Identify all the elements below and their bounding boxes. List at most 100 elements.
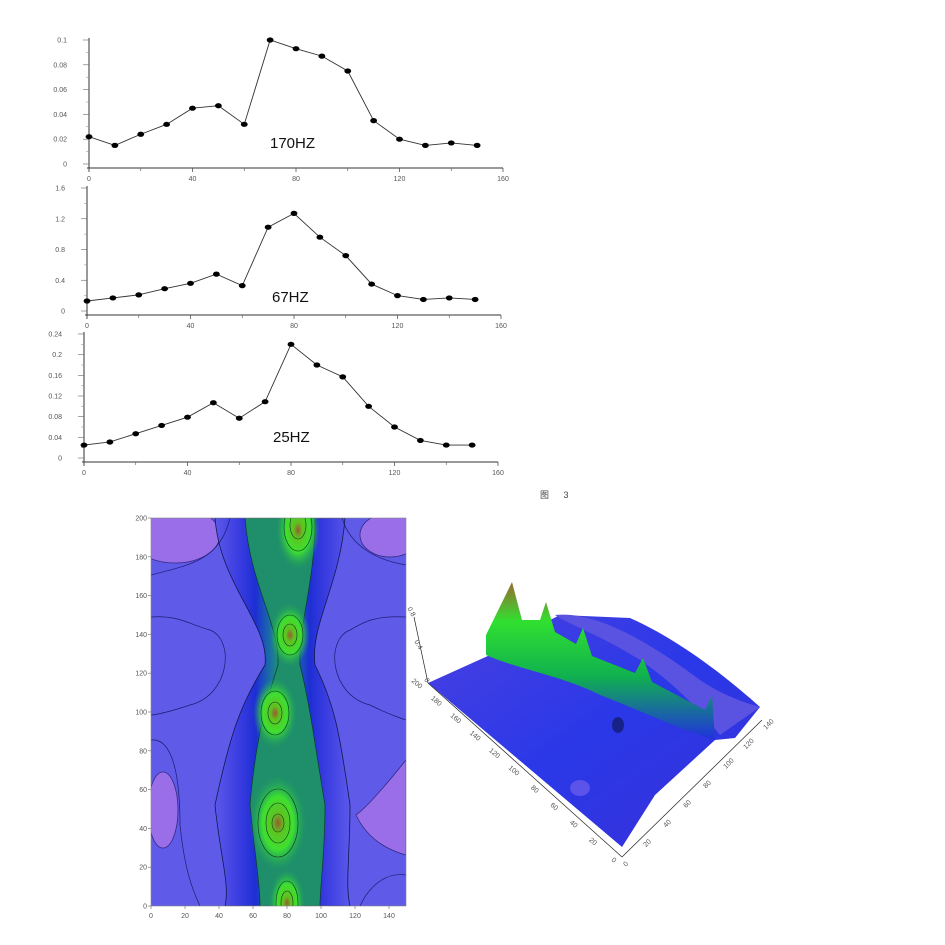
surface-mesh — [428, 582, 760, 847]
data-point — [106, 439, 114, 445]
data-points — [80, 341, 476, 448]
data-point — [137, 131, 145, 137]
y-tick-label: 40 — [139, 826, 147, 833]
y-tick-label: 0.06 — [53, 87, 67, 94]
y-tick-label: 0.04 — [53, 112, 67, 119]
data-line — [86, 212, 476, 302]
data-point — [442, 442, 450, 448]
data-point — [287, 341, 295, 347]
x-tick-label: 120 — [349, 913, 361, 920]
y-tick-label: 0.8 — [55, 247, 65, 254]
x-tick-label: 120 — [394, 176, 406, 183]
data-point — [445, 295, 453, 301]
data-point — [339, 374, 347, 380]
z-tick-label: 0.4 — [412, 639, 423, 651]
x-tick-label: 0 — [610, 857, 618, 865]
x-tick-label: 160 — [495, 323, 507, 330]
x-tick-label: 60 — [249, 913, 257, 920]
y-tick-label: 0.08 — [53, 62, 67, 69]
data-point — [238, 283, 246, 289]
x-axis-ticks: 0 40 80 120 160 — [87, 168, 509, 183]
data-point — [370, 118, 378, 124]
data-point — [391, 424, 398, 430]
y-tick-label: 40 — [662, 819, 673, 830]
data-point — [421, 142, 429, 148]
x-tick-label: 160 — [449, 712, 463, 725]
data-point — [419, 296, 427, 303]
y-tick-label: 140 — [762, 718, 775, 731]
z-tick-label: 0 — [422, 677, 430, 684]
x-tick-label: 80 — [529, 785, 540, 795]
x-tick-label: 0 — [149, 913, 153, 920]
y-tick-label: 100 — [135, 710, 147, 717]
data-point — [161, 286, 169, 292]
y-tick-label: 180 — [135, 554, 147, 561]
data-point — [290, 210, 298, 216]
y-tick-label: 20 — [642, 838, 653, 849]
data-point — [344, 68, 352, 74]
y-tick-label: 0.4 — [55, 278, 65, 285]
y-tick-label: 80 — [139, 748, 147, 755]
x-tick-label: 80 — [290, 323, 298, 330]
surface-z-axis: 0 0.4 0.8 — [405, 606, 430, 684]
x-tick-label: 0 — [82, 470, 86, 477]
x-tick-label: 160 — [492, 470, 504, 477]
x-tick-label: 40 — [189, 176, 197, 183]
data-point — [135, 292, 143, 298]
data-point — [184, 414, 191, 420]
y-tick-label: 0.12 — [48, 394, 62, 401]
data-point — [214, 103, 222, 109]
y-tick-label: 160 — [135, 593, 147, 600]
x-tick-label: 140 — [468, 730, 482, 743]
x-tick-label: 200 — [410, 678, 424, 691]
data-points — [85, 37, 481, 148]
y-tick-label: 0.2 — [52, 352, 62, 359]
y-tick-label: 120 — [742, 738, 755, 751]
x-tick-label: 0 — [85, 323, 89, 330]
data-point — [261, 399, 269, 405]
x-tick-label: 100 — [507, 765, 521, 778]
x-tick-label: 160 — [497, 176, 509, 183]
x-tick-label: 180 — [429, 695, 443, 708]
x-tick-label: 60 — [549, 802, 560, 812]
data-point — [365, 403, 373, 409]
x-tick-label: 20 — [181, 913, 189, 920]
y-tick-label: 1.6 — [55, 186, 65, 193]
x-tick-label: 80 — [287, 470, 295, 477]
x-axis-ticks: 0 40 80 120 160 — [82, 462, 504, 477]
frequency-label: 25HZ — [273, 429, 310, 446]
x-tick-label: 40 — [187, 323, 195, 330]
y-tick-label: 140 — [135, 632, 147, 639]
data-line — [83, 343, 473, 446]
data-point — [158, 422, 166, 429]
axes — [87, 38, 503, 172]
y-tick-label: 0 — [143, 904, 147, 911]
data-point — [313, 362, 321, 368]
data-point — [132, 431, 140, 437]
x-tick-label: 120 — [389, 470, 401, 477]
y-tick-label: 80 — [702, 780, 713, 791]
y-tick-label: 60 — [139, 787, 147, 794]
surface-3d: 0 20 40 60 80 100 120 140 160 180 200 0 20 40 60 80 100… — [405, 582, 776, 869]
data-point — [396, 136, 403, 142]
line-chart-25hz: 0 0.04 0.08 0.12 0.16 0.2 0.24 0 40 80 120 160 25HZ — [48, 332, 504, 478]
contour-map: 0 20 40 60 80 100 120 140 160 180 200 0 20 40 60 80 100… — [135, 516, 407, 920]
y-tick-label: 0 — [622, 861, 630, 869]
data-point — [471, 296, 479, 303]
y-tick-label: 0.04 — [48, 435, 62, 442]
y-tick-label: 0 — [61, 309, 65, 316]
y-axis-ticks: 0 0.04 0.08 0.12 0.16 0.2 0.24 — [48, 332, 84, 463]
data-point — [447, 140, 455, 146]
x-tick-label: 40 — [184, 470, 192, 477]
line-chart-170hz: 0 0.02 0.04 0.06 0.08 0.1 0 40 80 120 160 170HZ — [53, 37, 509, 183]
y-tick-label: 120 — [135, 671, 147, 678]
x-axis-ticks: 0 40 80 120 160 — [85, 315, 507, 330]
line-chart-67hz: 0 0.4 0.8 1.2 1.6 0 40 80 120 160 67HZ — [55, 186, 507, 331]
y-axis-ticks: 0 0.02 0.04 0.06 0.08 0.1 — [53, 38, 89, 169]
z-tick-label: 0.8 — [405, 606, 416, 618]
data-point — [83, 298, 91, 304]
y-tick-label: 0.16 — [48, 373, 62, 380]
data-point — [240, 121, 248, 127]
axes — [85, 186, 501, 319]
data-point — [342, 253, 350, 259]
